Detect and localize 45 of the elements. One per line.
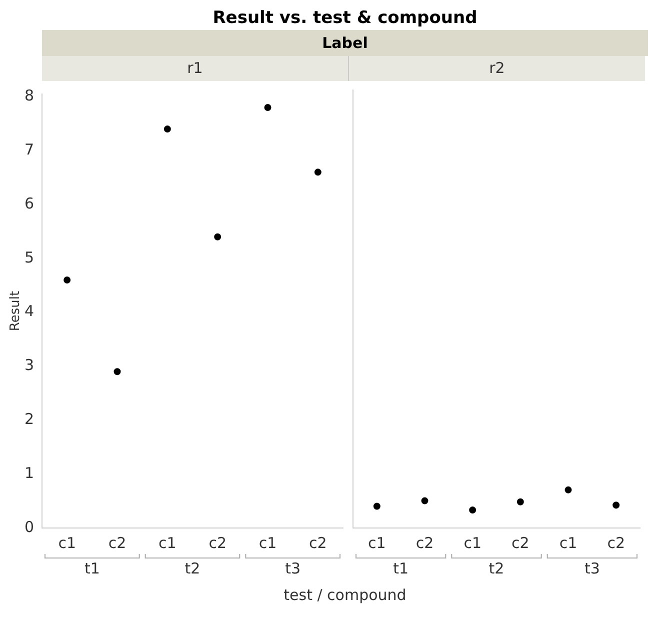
y-tick-label: 3 bbox=[24, 356, 34, 374]
point bbox=[469, 506, 476, 514]
chart-subtitle: r1 bbox=[42, 56, 348, 81]
text: t1 bbox=[393, 559, 409, 578]
text: t1 bbox=[84, 559, 100, 578]
chart-title: Result vs. test & compound bbox=[212, 8, 478, 30]
x-tick-label: c1 bbox=[58, 534, 76, 552]
y-tick-label: 1 bbox=[24, 464, 34, 482]
point bbox=[214, 233, 222, 240]
point bbox=[564, 486, 572, 494]
y-axis-title: Result bbox=[8, 290, 24, 332]
point bbox=[114, 368, 121, 376]
text: t3 bbox=[285, 559, 301, 578]
text: t3 bbox=[584, 559, 600, 578]
point bbox=[314, 168, 322, 176]
text: t2 bbox=[488, 559, 504, 578]
y-tick-label: 6 bbox=[24, 194, 34, 212]
text: t2 bbox=[184, 559, 200, 578]
x-tick-label: c2 bbox=[416, 534, 434, 552]
x-tick-label: c1 bbox=[464, 534, 482, 552]
x-tick-label: c2 bbox=[512, 534, 530, 552]
y-tick-label: 5 bbox=[24, 248, 34, 266]
point bbox=[516, 498, 524, 506]
x-tick-label: c1 bbox=[559, 534, 578, 552]
x-axis-title: test / compound bbox=[282, 586, 408, 604]
y-tick-label: 8 bbox=[24, 86, 34, 105]
x-tick-label: c2 bbox=[309, 534, 327, 552]
y-tick-label: 7 bbox=[24, 140, 34, 158]
point bbox=[612, 502, 620, 509]
point bbox=[421, 497, 428, 504]
y-tick-label: 0 bbox=[24, 518, 34, 536]
x-tick-label: c1 bbox=[368, 534, 386, 552]
y-tick-label: 2 bbox=[24, 410, 34, 428]
chart-subtitle: r2 bbox=[348, 56, 645, 81]
y-tick-label: 4 bbox=[24, 302, 34, 320]
x-tick-label: c2 bbox=[208, 534, 226, 552]
legend-title: Label bbox=[42, 30, 648, 56]
x-tick-label: c1 bbox=[258, 534, 277, 552]
point bbox=[264, 104, 272, 111]
point bbox=[64, 276, 71, 284]
x-tick-label: c2 bbox=[108, 534, 126, 552]
point bbox=[164, 126, 171, 133]
x-tick-label: c2 bbox=[607, 534, 625, 552]
x-tick-label: c1 bbox=[158, 534, 176, 552]
point bbox=[373, 502, 380, 510]
